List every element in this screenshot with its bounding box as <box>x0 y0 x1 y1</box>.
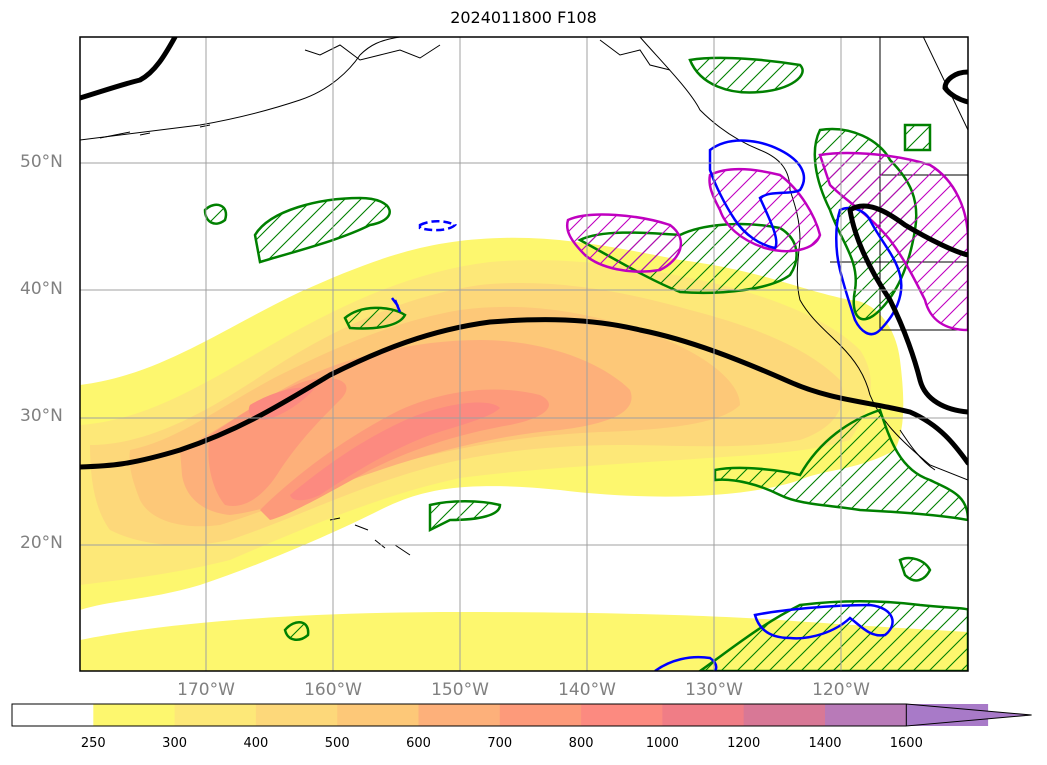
colorbar-tick-label: 1400 <box>808 736 842 751</box>
blue-contours <box>391 139 903 671</box>
map-title: 2024011800 F108 <box>450 8 597 27</box>
colorbar-segment <box>418 704 501 726</box>
ivt-band-700 <box>208 378 347 506</box>
colorbar-segment <box>337 704 419 726</box>
lon-label-150w: 150°W <box>431 680 489 700</box>
colorbar-tick-label: 600 <box>406 736 431 751</box>
lon-label-120w: 120°W <box>812 680 870 700</box>
colorbar-segment <box>581 704 663 726</box>
graticule <box>80 37 968 671</box>
lat-label-50n: 50°N <box>20 152 63 172</box>
ivt-band-700b <box>260 389 549 520</box>
colorbar-segment <box>255 704 338 726</box>
colorbar-segment <box>825 704 907 726</box>
colorbar-segment <box>93 704 176 726</box>
colorbar-segment <box>662 704 745 726</box>
jet-trough-axis <box>847 203 968 258</box>
lat-label-30n: 30°N <box>20 406 63 426</box>
lon-label-170w: 170°W <box>177 680 235 700</box>
lon-label-140w: 140°W <box>558 680 616 700</box>
colorbar-tick-label: 700 <box>487 736 513 751</box>
colorbar-segment <box>743 704 826 726</box>
lon-label-130w: 130°W <box>685 680 743 700</box>
lat-label-40n: 40°N <box>20 279 63 299</box>
jet-axis-lines <box>80 37 968 470</box>
colorbar <box>11 703 1032 727</box>
colorbar-tick-label: 1600 <box>889 736 923 751</box>
colorbar-tick-label: 1200 <box>727 736 761 751</box>
lon-label-160w: 160°W <box>304 680 362 700</box>
ivt-band-800 <box>290 402 500 501</box>
colorbar-segment <box>174 704 257 726</box>
jet-trough-axis-2 <box>847 207 968 415</box>
colorbar-tick-label: 800 <box>568 736 594 751</box>
map-frame <box>79 36 969 672</box>
colorbar-segment <box>12 704 94 726</box>
jet-nw-axis <box>80 37 178 101</box>
jet-main-axis <box>80 317 968 470</box>
colorbar-outline <box>11 703 907 727</box>
colorbar-tick-label: 500 <box>324 736 350 751</box>
colorbar-tick-label: 400 <box>243 736 269 751</box>
jet-ne-axis <box>942 69 968 105</box>
colorbar-segment <box>499 704 582 726</box>
colorbar-tick-label: 250 <box>80 736 106 751</box>
colorbar-tick-label: 300 <box>162 736 188 751</box>
colorbar-tick-label: 1000 <box>645 736 679 751</box>
colorbar-extend-arrow <box>905 703 1032 727</box>
lat-label-20n: 20°N <box>20 533 63 553</box>
